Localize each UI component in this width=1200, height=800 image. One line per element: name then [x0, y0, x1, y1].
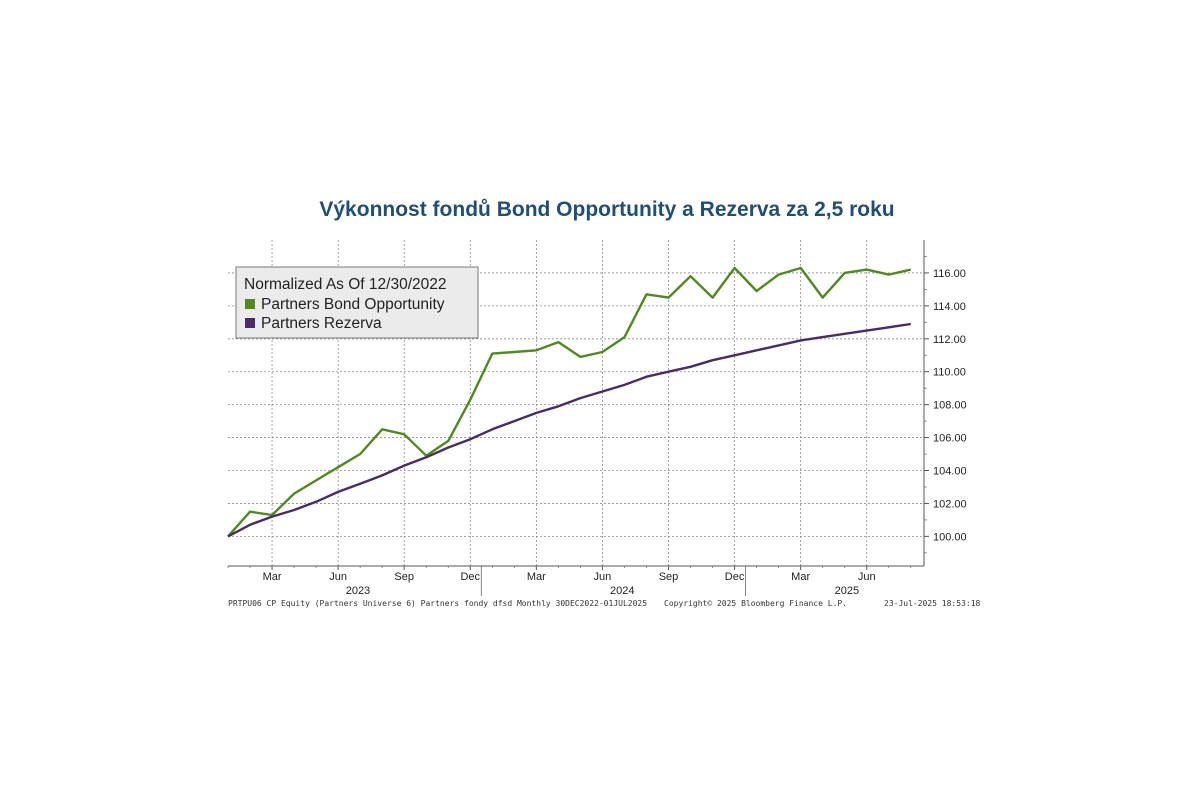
x-tick-label: Sep: [394, 571, 414, 583]
series-line-bond-opportunity: [227, 266, 912, 538]
x-tick-label: Jun: [594, 571, 612, 583]
legend-swatch: [245, 318, 255, 328]
x-tick-label: Mar: [527, 571, 546, 583]
x-tick-label: Sep: [659, 571, 679, 583]
x-tick-label: Dec: [725, 571, 745, 583]
footer-copyright: Copyright© 2025 Bloomberg Finance L.P.: [664, 599, 848, 608]
year-label: 2025: [835, 585, 859, 597]
year-label: 2023: [346, 585, 370, 597]
footer-timestamp: 23-Jul-2025 18:53:18: [884, 599, 981, 608]
x-tick-label: Mar: [263, 571, 282, 583]
y-tick-label: 104.00: [933, 466, 967, 478]
legend-entry: Partners Rezerva: [261, 315, 382, 332]
legend: Normalized As Of 12/30/2022 Partners Bond…: [235, 266, 479, 339]
y-tick-label: 100.00: [933, 531, 967, 543]
series-layer: [227, 266, 912, 538]
y-tick-label: 102.00: [933, 498, 967, 510]
year-label: 2024: [610, 585, 634, 597]
x-tick-label: Jun: [858, 571, 876, 583]
legend-title: Normalized As Of 12/30/2022: [244, 276, 446, 293]
x-tick-label: Dec: [460, 571, 480, 583]
legend-swatch: [245, 299, 255, 309]
x-tick-label: Jun: [329, 571, 347, 583]
y-tick-label: 116.00: [933, 268, 966, 280]
series-line-rezerva: [227, 322, 911, 538]
legend-box: [235, 266, 479, 339]
chart-title: Výkonnost fondů Bond Opportunity a Rezer…: [319, 198, 895, 221]
x-tick-label: Mar: [791, 571, 810, 583]
y-tick-label: 108.00: [933, 400, 967, 412]
axis-layer: Mar Jun Sep Dec Mar Jun Sep Dec Mar Jun 2023 2024 20…: [227, 240, 967, 597]
y-tick-label: 110.00: [933, 367, 966, 379]
y-tick-label: 112.00: [933, 334, 966, 346]
y-tick-label: 114.00: [933, 301, 966, 313]
footer-source: PRTPU06 CP Equity (Partners Universe 6) …: [228, 599, 648, 608]
y-tick-label: 106.00: [933, 433, 967, 445]
legend-entry: Partners Bond Opportunity: [261, 296, 445, 313]
